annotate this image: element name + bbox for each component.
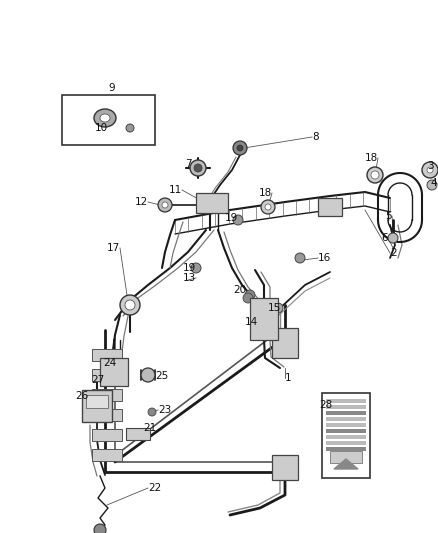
Circle shape — [237, 145, 243, 151]
Bar — [92, 349, 122, 361]
Bar — [82, 390, 112, 422]
Bar — [322, 393, 370, 478]
Text: 27: 27 — [92, 375, 105, 385]
Bar — [326, 423, 366, 427]
Bar — [100, 358, 128, 386]
Text: 6: 6 — [381, 233, 388, 243]
Circle shape — [261, 200, 275, 214]
Circle shape — [427, 180, 437, 190]
Bar — [326, 411, 366, 415]
Circle shape — [388, 233, 398, 243]
Circle shape — [233, 215, 243, 225]
Text: 22: 22 — [148, 483, 161, 493]
Text: 13: 13 — [183, 273, 196, 283]
Text: 24: 24 — [103, 358, 116, 368]
Text: 10: 10 — [95, 123, 108, 133]
Text: 19: 19 — [183, 263, 196, 273]
Circle shape — [190, 160, 206, 176]
Text: 28: 28 — [319, 400, 332, 410]
Bar — [92, 389, 122, 401]
Text: 1: 1 — [285, 373, 292, 383]
Circle shape — [125, 300, 135, 310]
Text: 21: 21 — [143, 423, 156, 433]
Circle shape — [94, 524, 106, 533]
Text: 18: 18 — [259, 188, 272, 198]
Text: 25: 25 — [155, 371, 168, 381]
Circle shape — [191, 263, 201, 273]
Circle shape — [131, 430, 139, 438]
Text: 16: 16 — [318, 253, 331, 263]
Text: 14: 14 — [245, 317, 258, 327]
Circle shape — [141, 368, 155, 382]
Circle shape — [243, 293, 253, 303]
Bar — [62, 95, 155, 145]
Text: 17: 17 — [107, 243, 120, 253]
Bar — [326, 405, 366, 409]
Text: 11: 11 — [169, 185, 182, 195]
Bar — [272, 455, 298, 480]
Bar — [92, 449, 122, 461]
Circle shape — [245, 290, 255, 300]
Bar — [92, 369, 122, 381]
Bar — [326, 429, 366, 433]
Text: 26: 26 — [75, 391, 88, 401]
Circle shape — [273, 303, 283, 313]
Text: 2: 2 — [390, 248, 397, 258]
Text: 18: 18 — [365, 153, 378, 163]
Text: 15: 15 — [268, 303, 281, 313]
Text: 19: 19 — [225, 213, 238, 223]
Circle shape — [371, 171, 379, 179]
Text: 8: 8 — [312, 132, 318, 142]
Circle shape — [109, 357, 119, 367]
Bar — [92, 429, 122, 441]
Text: 23: 23 — [158, 405, 171, 415]
Bar — [92, 409, 122, 421]
Circle shape — [194, 164, 202, 172]
Circle shape — [427, 167, 433, 173]
Circle shape — [265, 204, 271, 210]
Circle shape — [162, 202, 168, 208]
Bar — [326, 441, 366, 445]
Circle shape — [233, 141, 247, 155]
Text: 5: 5 — [385, 211, 392, 221]
Bar — [318, 198, 342, 216]
Bar — [326, 447, 366, 451]
Bar — [250, 298, 278, 340]
Circle shape — [126, 124, 134, 132]
Text: 7: 7 — [185, 159, 192, 169]
Circle shape — [120, 295, 140, 315]
Bar — [326, 417, 366, 421]
Circle shape — [367, 167, 383, 183]
Bar — [326, 399, 366, 403]
Bar — [86, 395, 108, 408]
Text: 3: 3 — [427, 161, 434, 171]
Text: 20: 20 — [233, 285, 246, 295]
Bar — [326, 435, 366, 439]
Bar — [272, 328, 298, 358]
Circle shape — [422, 162, 438, 178]
Text: 4: 4 — [430, 178, 437, 188]
Circle shape — [295, 253, 305, 263]
Text: 12: 12 — [135, 197, 148, 207]
Bar — [196, 193, 228, 213]
Bar — [126, 428, 150, 440]
Bar — [330, 451, 362, 463]
Ellipse shape — [94, 109, 116, 127]
Circle shape — [104, 378, 112, 386]
Circle shape — [148, 408, 156, 416]
Circle shape — [158, 198, 172, 212]
Polygon shape — [334, 459, 358, 469]
Text: 9: 9 — [109, 83, 115, 93]
Ellipse shape — [100, 114, 110, 122]
